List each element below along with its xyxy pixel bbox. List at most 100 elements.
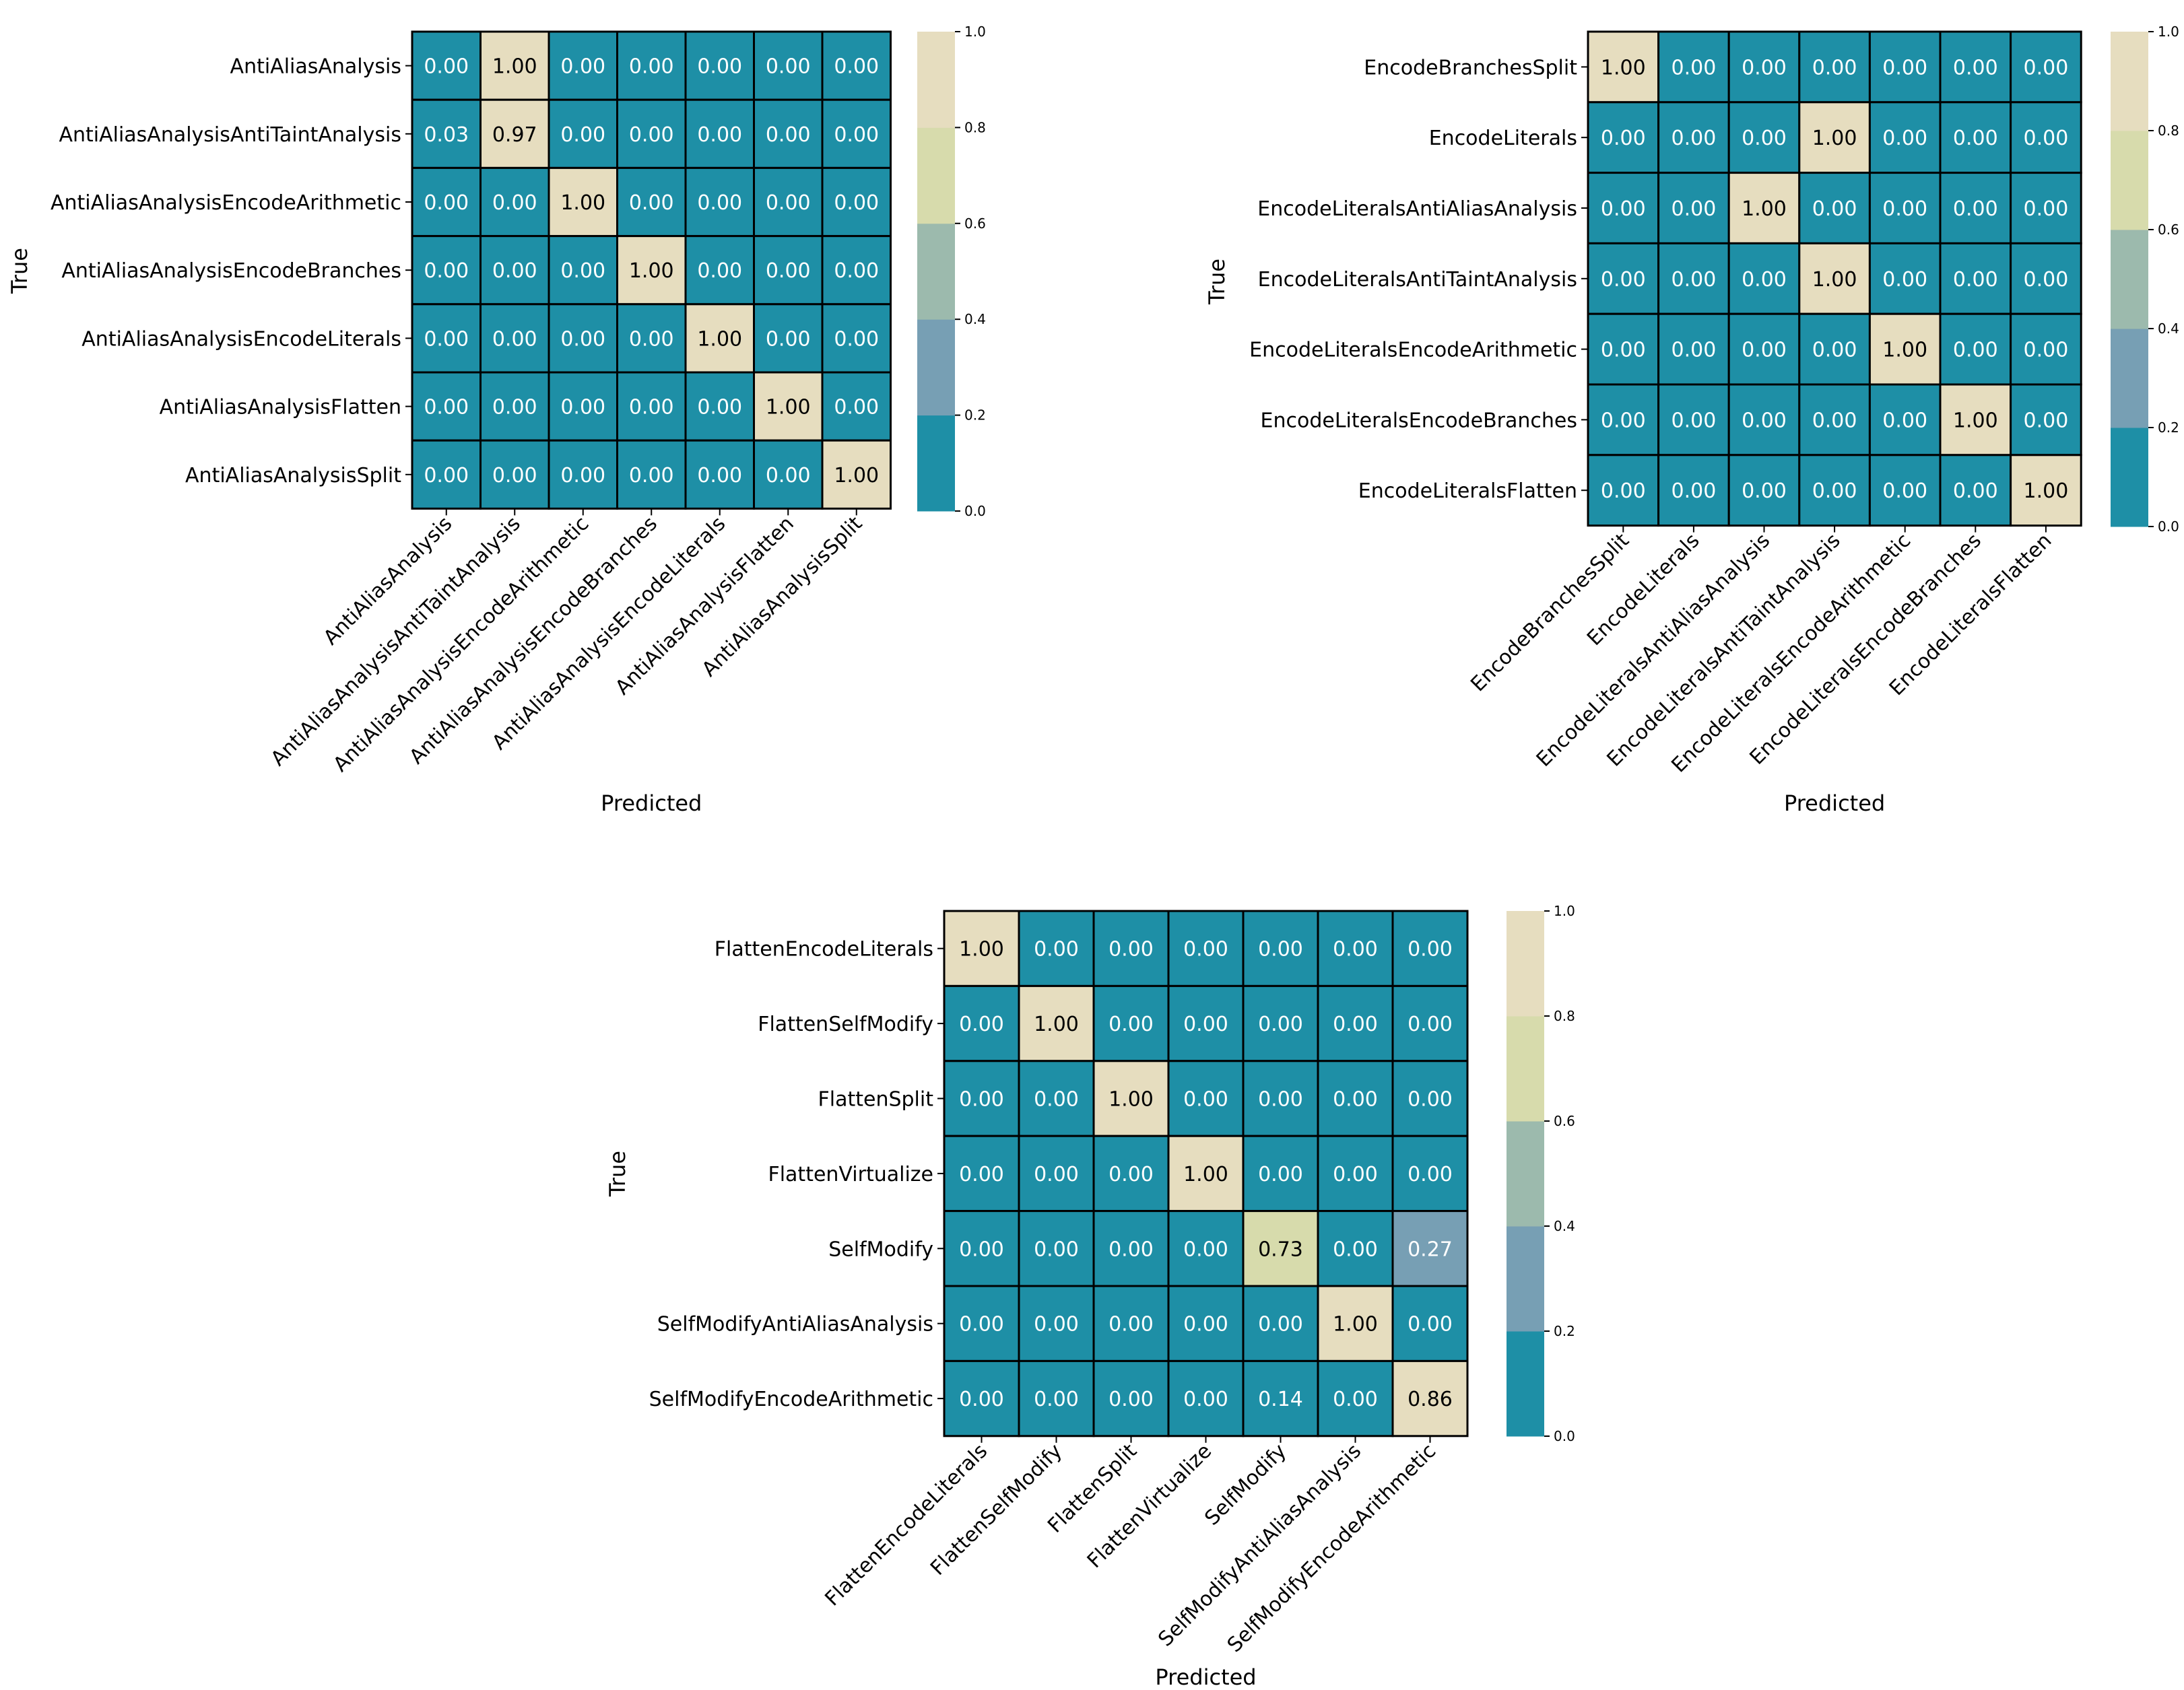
cell-value-label: 0.00 [2024,56,2069,79]
colorbar-band [2111,230,2148,329]
heatmap-cell [1018,1285,1095,1362]
heatmap-cell [1727,30,1801,104]
cell-value-label: 1.00 [1601,56,1646,79]
x-axis-title: Predicted [601,790,702,816]
heatmap-cell [1242,1060,1319,1137]
cell-value-label: 1.00 [629,259,674,283]
cell-value-label: 0.00 [1672,479,1717,503]
cell-value-label: 1.00 [766,396,811,419]
heatmap-cell [1317,1210,1394,1287]
cell-value-label: 1.00 [1953,409,1998,432]
cell-value-label: 0.00 [1882,409,1927,432]
cell-value-label: 1.00 [1882,339,1927,362]
heatmap-cell [1242,1285,1319,1362]
heatmap-cell [1798,242,1871,315]
cell-value-label: 0.00 [424,191,469,215]
cell-value-label: 0.00 [1408,1013,1453,1036]
cell-value-label: 0.00 [629,123,674,147]
cell-value-label: 0.00 [1108,1388,1154,1411]
cell-value-label: 0.00 [1108,1313,1154,1337]
cell-value-label: 0.00 [834,191,879,215]
colorbar-tick-label: 0.6 [2158,222,2179,238]
heatmap-cell [1587,454,1660,527]
heatmap-cell [1868,242,1942,315]
heatmap-cell [1018,910,1095,987]
heatmap-panel-1: 0.00 1.00 0.00 0.00 0.00 0.00 0.000.03 0.97 0.00… [7,24,986,816]
cell-value-label: 0.00 [424,259,469,283]
cell-value-label: 0.00 [560,259,605,283]
cell-value-label: 0.00 [1183,1313,1228,1337]
cell-value-label: 0.00 [492,396,537,419]
cell-value-label: 0.00 [766,464,811,487]
heatmap-cell [1798,312,1871,386]
cell-value-label: 0.00 [1882,268,1927,292]
heatmap-cell [684,166,755,238]
colorbar-tick-label: 0.8 [1554,1008,1575,1024]
heatmap-cell [753,235,824,306]
heatmap-cell [1391,1285,1469,1362]
cell-value-label: 0.00 [1034,1088,1079,1112]
x-tick-label: FlattenVirtualize [1083,1440,1216,1573]
cell-value-label: 0.00 [1742,56,1787,79]
cell-value-label: 0.00 [1882,197,1927,221]
y-tick-label: AntiAliasAnalysisEncodeBranches [61,259,401,283]
cell-value-label: 0.00 [1258,1088,1303,1112]
cell-value-label: 0.00 [629,327,674,351]
cell-value-label: 0.00 [959,1238,1004,1261]
cell-value-label: 0.00 [1601,268,1646,292]
cell-value-label: 0.00 [1408,938,1453,961]
cell-value-label: 0.00 [1333,1013,1378,1036]
heatmap-cell [411,235,482,306]
cell-value-label: 0.00 [1183,1388,1228,1411]
colorbar-tick-label: 0.6 [1554,1113,1575,1129]
cell-value-label: 1.00 [1812,268,1857,292]
heatmap-cell [1657,454,1730,527]
cell-value-label: 0.00 [1672,268,1717,292]
cell-value-label: 0.00 [1258,1313,1303,1337]
heatmap-cell [1167,1135,1245,1213]
cell-value-label: 1.00 [959,938,1004,961]
heatmap-cell [1317,984,1394,1062]
heatmap-cell [1727,101,1801,174]
heatmap-cell [1727,312,1801,386]
cell-value-label: 0.00 [424,327,469,351]
heatmap-cell [411,303,482,374]
heatmap-cell [1868,30,1942,104]
cell-value-label: 0.00 [834,55,879,79]
colorbar: 0.0 0.2 0.4 0.6 0.8 1.0 [1507,903,1575,1444]
heatmap-cell [1798,30,1871,104]
colorbar-tick-label: 0.8 [2158,123,2179,139]
cell-value-label: 0.00 [1672,127,1717,150]
colorbar-tick-label: 0.2 [2158,419,2179,436]
y-tick-label: EncodeLiteralsAntiTaintAnalysis [1258,268,1577,292]
y-tick-label: AntiAliasAnalysisSplit [185,464,401,487]
colorbar-tick-label: 0.2 [1554,1323,1575,1339]
cell-value-label: 0.00 [1333,1388,1378,1411]
cell-value-label: 0.00 [2024,339,2069,362]
cell-value-label: 0.00 [560,464,605,487]
cell-value-label: 0.00 [766,327,811,351]
cell-value-label: 0.00 [629,396,674,419]
cell-value-label: 0.00 [697,396,742,419]
colorbar-tick-label: 0.4 [964,311,986,327]
cell-value-label: 0.00 [1882,127,1927,150]
cell-value-label: 0.00 [492,191,537,215]
x-axis-title: Predicted [1155,1664,1256,1690]
cell-value-label: 0.00 [1672,56,1717,79]
heatmap-cell [2010,30,2082,104]
colorbar-tick-label: 0.0 [1554,1428,1575,1444]
heatmap-panel-3: 1.00 0.00 0.00 0.00 0.00 0.00 0.000.00 1.00 0.00… [605,903,1575,1690]
heatmap-cell [1317,1359,1394,1438]
cell-value-label: 0.00 [1812,197,1857,221]
cell-value-label: 0.00 [697,464,742,487]
heatmap-cell [1092,1210,1170,1287]
heatmap-cell [943,1285,1020,1362]
cell-value-label: 0.00 [560,327,605,351]
colorbar-band [2111,131,2148,230]
cell-value-label: 0.00 [1812,409,1857,432]
heatmap-cell [1317,910,1394,987]
x-tick-label: FlattenSelfModify [926,1440,1067,1580]
colorbar-band [917,32,955,128]
heatmap-cell [1167,1359,1245,1438]
heatmap-cell [1167,1060,1245,1137]
